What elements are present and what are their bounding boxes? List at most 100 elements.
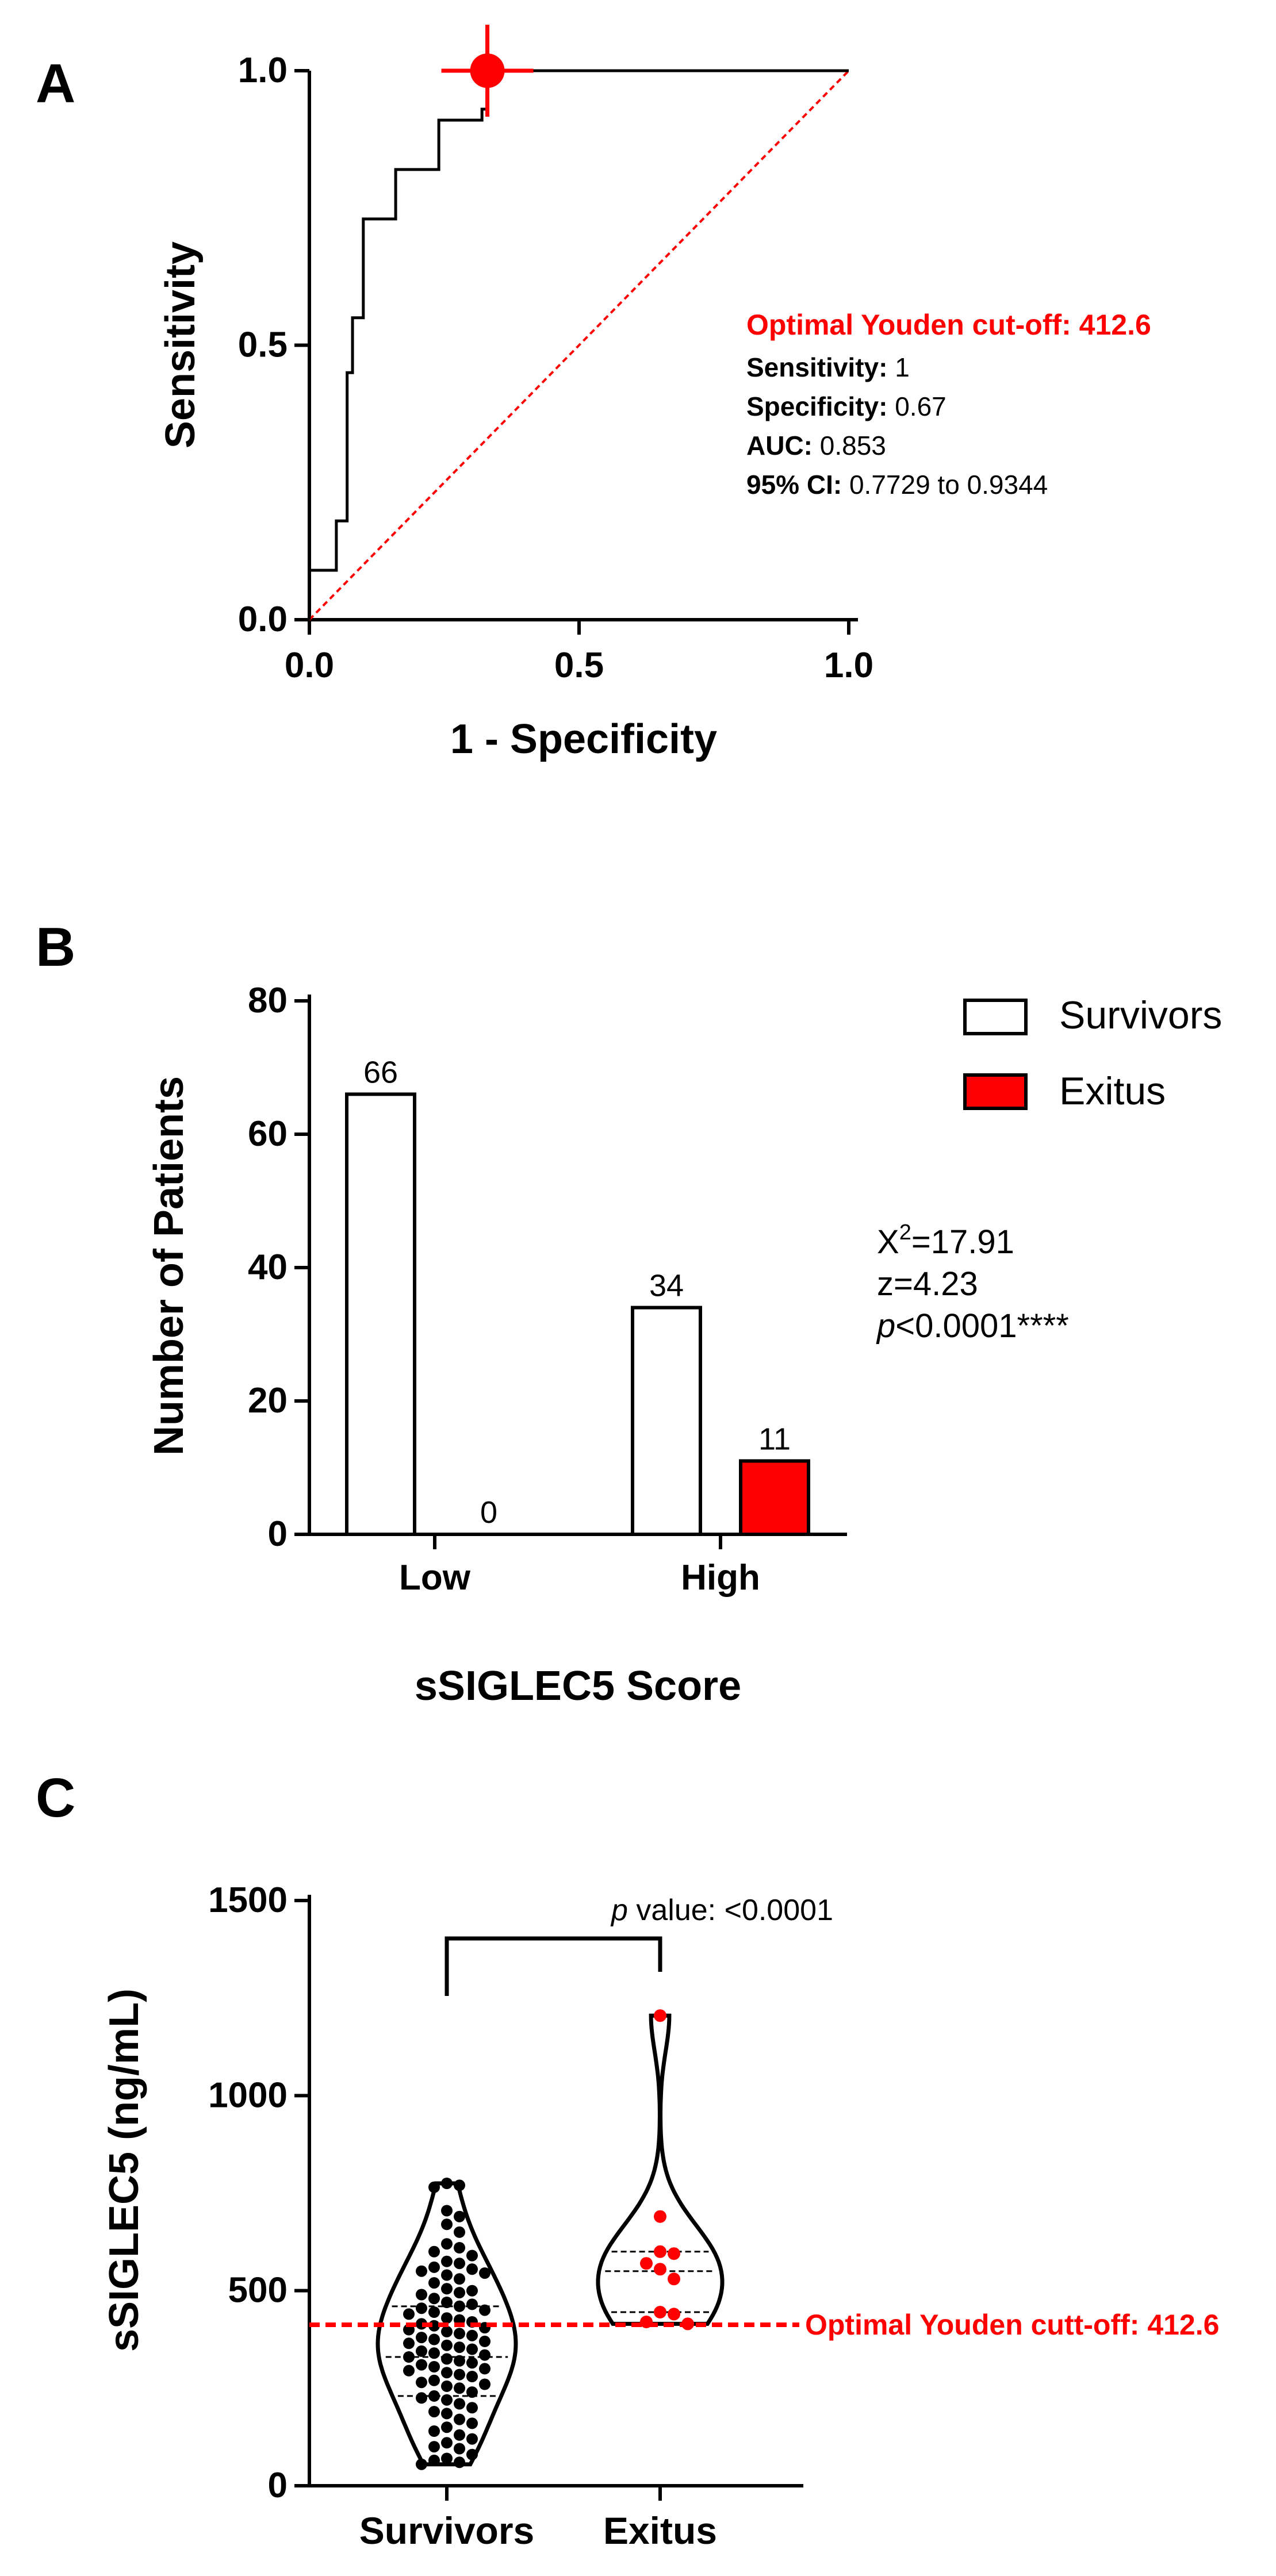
data-point-survivor xyxy=(466,2343,478,2355)
bar-survivors-high xyxy=(631,1306,702,1537)
b-category-label: High xyxy=(681,1558,760,1598)
b-y-tick-label: 0 xyxy=(268,1514,288,1554)
data-point-survivor xyxy=(454,2443,465,2455)
data-point-survivor xyxy=(466,2371,478,2382)
data-point-survivor xyxy=(403,2337,415,2350)
data-point-survivor xyxy=(479,2267,491,2279)
data-point-survivor xyxy=(454,2368,465,2381)
data-point-survivor xyxy=(441,2353,453,2365)
bar-survivors-low xyxy=(345,1092,416,1536)
data-point-exitus xyxy=(640,2257,653,2270)
bar-exitus-high xyxy=(739,1459,810,1536)
data-point-exitus xyxy=(654,2245,666,2258)
data-point-survivor xyxy=(428,2277,440,2289)
c-y-tick-label: 0 xyxy=(268,2466,288,2505)
data-point-survivor xyxy=(454,2287,465,2299)
data-point-survivor xyxy=(428,2293,440,2305)
a-optimal-marker xyxy=(470,53,505,88)
data-point-survivor xyxy=(428,2333,440,2345)
a-y-ticks: 0.0 0.5 1.0 xyxy=(238,51,309,639)
b-y-axis-title: Number of Patients xyxy=(146,1076,192,1456)
a-y-tick-label: 0.5 xyxy=(238,325,288,365)
data-point-survivor xyxy=(441,2283,453,2295)
data-point-survivor xyxy=(454,2226,465,2238)
data-point-survivor xyxy=(466,2417,478,2429)
data-point-survivor xyxy=(441,2312,453,2324)
data-point-survivor xyxy=(466,2298,478,2310)
c-p-value: p value: <0.0001 xyxy=(610,1894,833,1927)
b-legend: Survivors Exitus xyxy=(963,993,1222,1113)
a-x-ticks: 0.0 0.5 1.0 xyxy=(285,620,873,685)
legend-swatch-exitus xyxy=(963,1073,1028,1110)
data-point-exitus xyxy=(654,2306,666,2318)
a-x-tick-label: 1.0 xyxy=(824,646,873,685)
data-point-survivor xyxy=(416,2265,427,2277)
data-point-survivor xyxy=(454,2429,465,2441)
data-point-survivor xyxy=(441,2238,453,2250)
data-point-survivor xyxy=(479,2378,491,2390)
b-p-value: p<0.0001**** xyxy=(876,1307,1069,1345)
a-annotation-line: Specificity: 0.67 xyxy=(746,391,947,421)
a-annotation-line: AUC: 0.853 xyxy=(746,431,886,460)
data-point-survivor xyxy=(416,2359,427,2371)
c-y-axis-title: sSIGLEC5 (ng/mL) xyxy=(101,1988,147,2352)
c-category-label: Exitus xyxy=(603,2509,717,2552)
bar-value-label: 0 xyxy=(480,1495,497,1530)
data-point-exitus xyxy=(668,2247,680,2260)
data-point-survivor xyxy=(428,2245,440,2258)
data-point-survivor xyxy=(416,2392,427,2404)
data-point-survivor xyxy=(428,2181,440,2193)
data-point-survivor xyxy=(454,2413,465,2425)
data-point-survivor xyxy=(454,2456,465,2468)
data-point-survivor xyxy=(416,2458,427,2470)
data-point-survivor xyxy=(416,2289,427,2301)
data-point-survivor xyxy=(428,2361,440,2372)
data-point-survivor xyxy=(454,2210,465,2222)
panel-a-roc-chart: 0.0 0.5 1.0 0.0 0.5 1.0 1 - Specificity Sens… xyxy=(158,25,1151,762)
a-x-axis-title: 1 - Specificity xyxy=(450,716,717,762)
a-y-axis-title: Sensitivity xyxy=(158,241,204,448)
a-cutoff-label: Optimal Youden cut-off: 412.6 xyxy=(746,309,1151,341)
data-point-survivor xyxy=(441,2367,453,2379)
data-point-survivor xyxy=(441,2297,453,2308)
data-point-survivor xyxy=(441,2205,453,2217)
data-point-survivor xyxy=(428,2406,440,2418)
a-y-tick-label: 0.0 xyxy=(238,600,288,639)
data-point-survivor xyxy=(454,2382,465,2394)
data-point-survivor xyxy=(441,2339,453,2351)
data-point-survivor xyxy=(454,2341,465,2354)
a-x-tick-label: 0.5 xyxy=(554,646,604,685)
a-y-tick-label: 1.0 xyxy=(238,51,288,90)
a-annotation-lines: Sensitivity: 1 Specificity: 0.67 AUC: 0.85… xyxy=(746,352,1048,500)
data-point-survivor xyxy=(441,2394,453,2406)
a-x-tick-label: 0.0 xyxy=(285,646,334,685)
data-point-survivor xyxy=(479,2363,491,2375)
data-point-exitus xyxy=(668,2272,680,2286)
data-point-survivor xyxy=(466,2329,478,2341)
bar-value-label: 11 xyxy=(758,1422,791,1456)
data-point-survivor xyxy=(428,2261,440,2273)
data-point-survivor xyxy=(441,2408,453,2420)
data-point-survivor xyxy=(428,2425,440,2437)
data-point-survivor xyxy=(454,2300,465,2312)
bar-value-label: 34 xyxy=(649,1269,684,1303)
legend-swatch-survivors xyxy=(963,999,1028,1035)
b-y-tick-label: 60 xyxy=(248,1114,288,1154)
a-optimal-point xyxy=(441,25,534,117)
data-point-exitus xyxy=(668,2308,680,2321)
data-point-survivor xyxy=(403,2364,415,2377)
data-point-survivor xyxy=(454,2258,465,2270)
panel-label-c: C xyxy=(36,1767,75,1829)
data-point-exitus xyxy=(654,2210,666,2223)
data-point-survivor xyxy=(441,2452,453,2464)
data-point-survivor xyxy=(466,2433,478,2445)
data-point-survivor xyxy=(466,2402,478,2414)
data-point-survivor xyxy=(466,2357,478,2369)
data-point-survivor xyxy=(441,2325,453,2337)
c-data-points xyxy=(403,2009,694,2470)
c-cutoff-label: Optimal Youden cutt-off: 412.6 xyxy=(805,2309,1219,2341)
c-significance-bracket xyxy=(445,1936,662,1996)
data-point-survivor xyxy=(454,2242,465,2253)
b-stats: X2=17.91 z=4.23 p<0.0001**** xyxy=(876,1220,1069,1345)
data-point-survivor xyxy=(466,2386,478,2398)
